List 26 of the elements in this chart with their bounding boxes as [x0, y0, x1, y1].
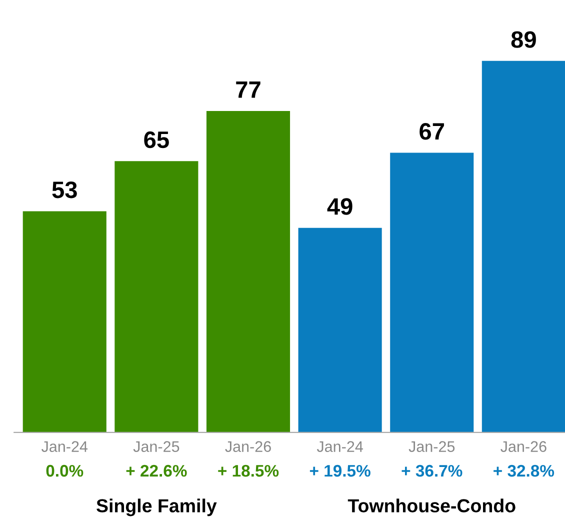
text: + 22.6%	[126, 464, 187, 477]
bar	[298, 228, 382, 432]
bar	[22, 211, 106, 432]
bar	[114, 161, 198, 432]
text: + 19.5%	[310, 464, 370, 477]
x-tick-label: Jan-26	[500, 441, 546, 452]
x-tick-label: Jan-25	[133, 441, 180, 452]
bar	[390, 152, 474, 432]
data-label: 53	[52, 181, 77, 198]
text: + 32.8%	[494, 464, 554, 477]
data-label: 67	[420, 123, 444, 140]
text: + 36.7%	[402, 464, 462, 477]
data-label: 77	[236, 82, 260, 98]
data-label: 49	[327, 198, 352, 215]
bar	[206, 111, 290, 432]
text: + 18.5%	[218, 464, 279, 477]
text: Single Family	[96, 498, 217, 516]
data-label: 89	[511, 31, 536, 48]
bar	[482, 60, 565, 432]
x-tick-label: Jan-26	[225, 441, 271, 452]
text: 0.0%	[46, 464, 84, 477]
text: Townhouse-Condo	[348, 498, 516, 512]
x-tick-label: Jan-25	[408, 441, 455, 452]
data-label: 65	[144, 131, 169, 148]
x-tick-label: Jan-24	[316, 441, 363, 452]
x-tick-label: Jan-24	[42, 441, 88, 452]
